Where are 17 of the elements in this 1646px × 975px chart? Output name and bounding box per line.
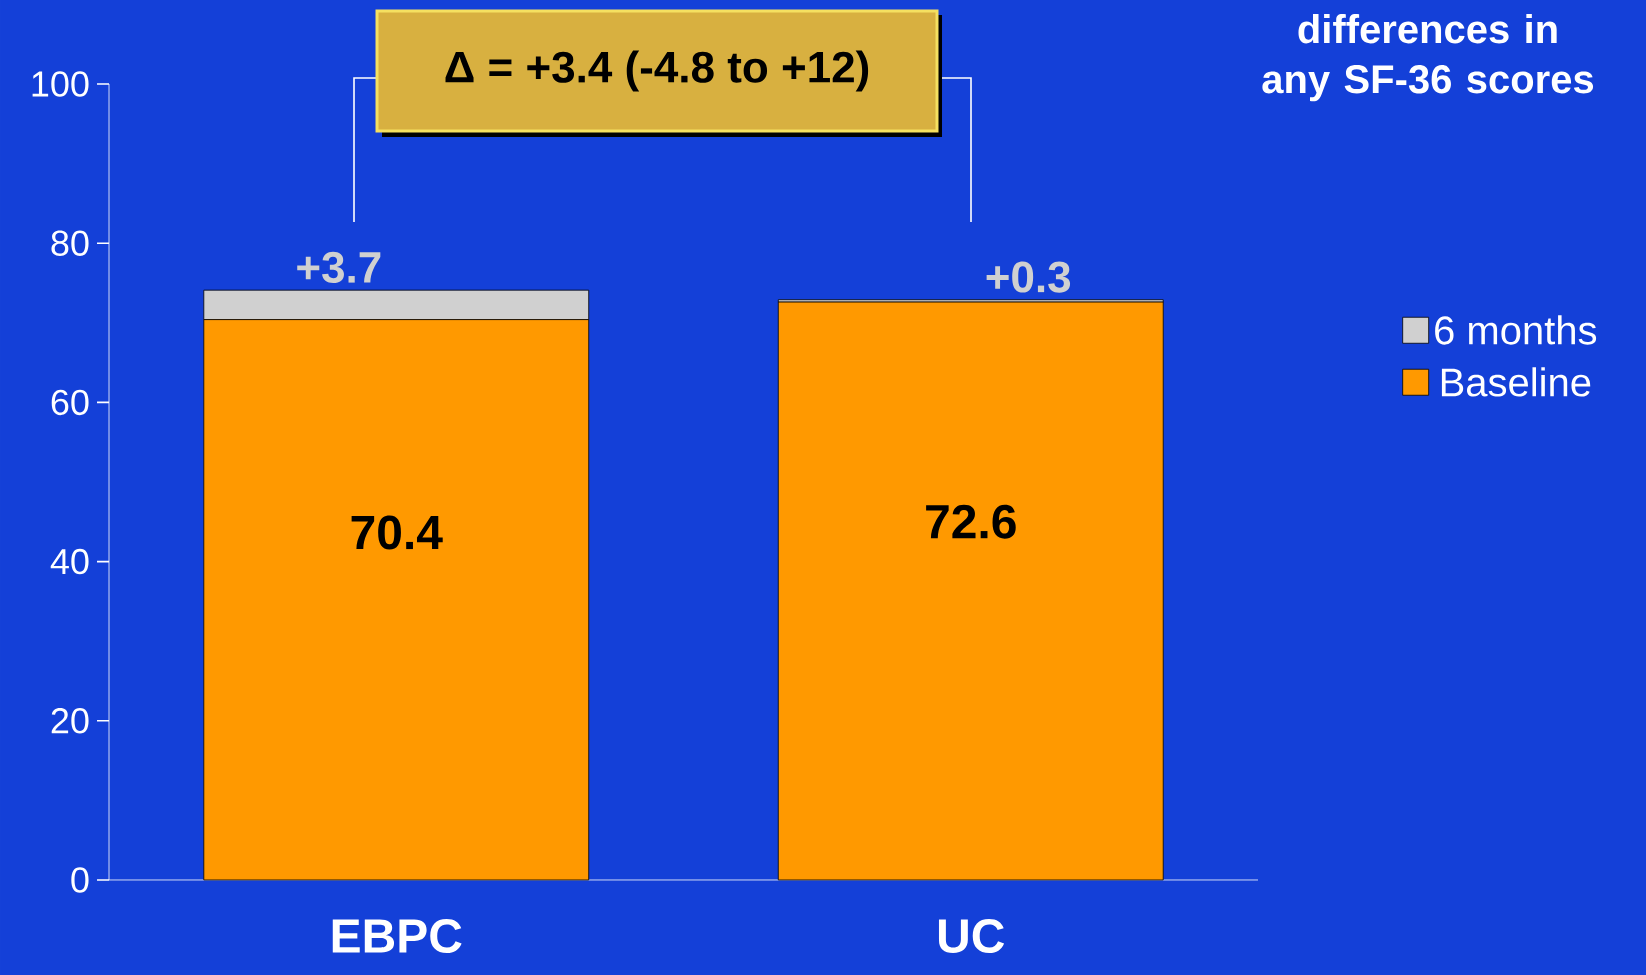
data-label: 70.4 — [351, 515, 443, 550]
y-tick-label: 60 — [51, 389, 89, 416]
x-tick-label: UC — [938, 919, 1005, 954]
y-tick-label: 100 — [32, 71, 89, 97]
bar — [777, 301, 1164, 881]
data-label: +0.3 — [986, 261, 1071, 293]
text: differences in any SF-36 scores — [1262, 14, 1594, 102]
y-tick-label: 20 — [51, 708, 89, 734]
legend-label: 6 months — [1435, 315, 1597, 345]
annotation: Δ = +3.4 (-4.8 to +12) — [445, 50, 869, 92]
y-tick-label: 0 — [71, 867, 89, 893]
data-label: +3.7 — [297, 251, 381, 284]
y-tick-label: 40 — [50, 548, 89, 575]
legend-label: Baseline — [1441, 367, 1591, 397]
data-label: 72.6 — [926, 504, 1016, 539]
x-tick-label: EBPC — [332, 919, 462, 954]
y-tick-label: 80 — [51, 230, 89, 256]
